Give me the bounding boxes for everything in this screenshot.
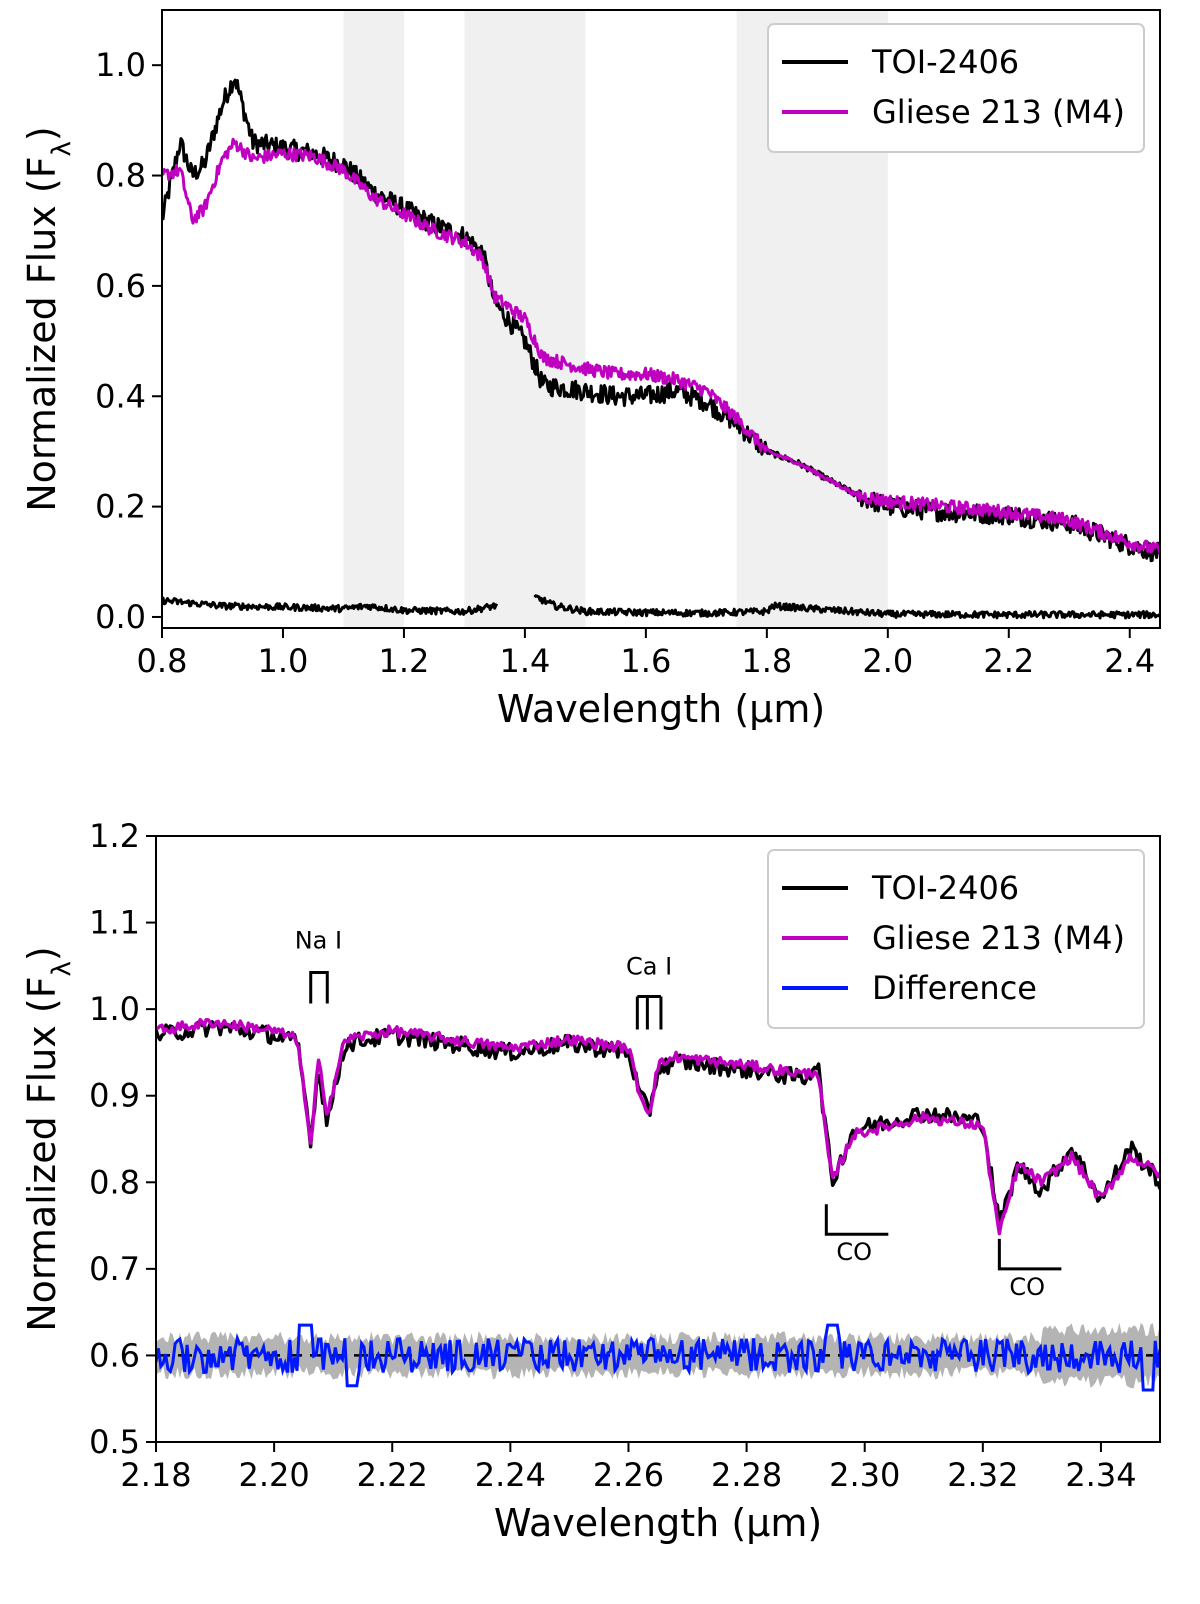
y-tick-label: 1.0 <box>89 990 140 1028</box>
panel-top: 0.8 1.0 1.2 1.4 1.6 1.8 2.0 2.2 2.4 0.0 0.2 0.4 0.6 0… <box>20 9 1161 731</box>
x-tick-label: 2.22 <box>357 1456 428 1494</box>
axes-frame <box>155 835 1161 1443</box>
annotation-label: Na I <box>295 927 342 955</box>
x-tick-label: 2.26 <box>593 1456 664 1494</box>
line-marker-na <box>309 971 329 1004</box>
series-gliese-213-m4 <box>156 1017 1160 1236</box>
series-toi-2406-uncertainty <box>162 596 499 616</box>
legend-box <box>767 23 1145 153</box>
y-tick-label: 0.9 <box>89 1077 140 1115</box>
x-tick-label: 1.0 <box>258 642 309 680</box>
plot-area-bottom <box>156 1017 1160 1392</box>
x-tick-label: 2.32 <box>947 1456 1018 1494</box>
x-tick-label: 2.18 <box>120 1456 191 1494</box>
x-axis-label: Wavelength (μm) <box>497 687 825 731</box>
x-tick-label: 2.24 <box>475 1456 546 1494</box>
y-tick-label: 0.8 <box>89 1163 140 1201</box>
series-gliese-213-m4 <box>162 137 1160 555</box>
shaded-band <box>464 10 586 628</box>
y-axis-label-close: ) <box>20 946 64 961</box>
x-tick-label: 2.34 <box>1065 1456 1136 1494</box>
y-tick-label: 0.5 <box>89 1423 140 1461</box>
legend-entry: TOI-2406 <box>871 43 1019 81</box>
annotation-label: CO <box>836 1238 872 1266</box>
y-axis-label-sub: λ <box>47 961 77 976</box>
x-tick-label: 2.20 <box>238 1456 309 1494</box>
legend-entry: TOI-2406 <box>871 869 1019 907</box>
y-axis-label-main: Normalized Flux (F <box>20 156 64 511</box>
y-tick-label: 0.2 <box>95 488 146 526</box>
y-axis-label-sub: λ <box>47 141 77 156</box>
axes-frame <box>161 9 1161 629</box>
y-tick-label: 1.2 <box>89 817 140 855</box>
legend-entry: Gliese 213 (M4) <box>872 919 1125 957</box>
y-tick-label: 0.7 <box>89 1250 140 1288</box>
shaded-band <box>343 10 404 628</box>
x-tick-label: 2.28 <box>711 1456 782 1494</box>
x-tick-label: 2.4 <box>1104 642 1155 680</box>
bandhead-marker-co <box>997 1238 1062 1271</box>
y-tick-label: 0.6 <box>95 267 146 305</box>
x-tick-label: 2.2 <box>983 642 1034 680</box>
legend-box <box>767 849 1145 1029</box>
x-axis-label: Wavelength (μm) <box>494 1501 822 1545</box>
x-tick-label: 2.30 <box>829 1456 900 1494</box>
bandhead-marker-co <box>824 1204 889 1236</box>
panel-bottom: 2.18 2.20 2.22 2.24 2.26 2.28 2.30 2.32 2.34 0.5 0… <box>20 817 1161 1545</box>
series-toi-2406-uncertainty <box>533 593 1160 620</box>
plot-area-top <box>162 10 1160 628</box>
legend-entry: Gliese 213 (M4) <box>872 93 1125 131</box>
legend-entry: Difference <box>872 969 1037 1007</box>
x-tick-label: 0.8 <box>137 642 188 680</box>
y-axis-label: Normalized Flux (Fλ) <box>20 946 77 1332</box>
x-tick-label: 1.6 <box>620 642 671 680</box>
y-axis-label-main: Normalized Flux (F <box>20 976 64 1331</box>
x-tick-label: 1.2 <box>378 642 429 680</box>
x-tick-label: 1.4 <box>499 642 550 680</box>
x-tick-label: 1.8 <box>741 642 792 680</box>
x-tick-label: 2.0 <box>862 642 913 680</box>
annotation-label: CO <box>1009 1273 1045 1301</box>
series-difference <box>156 1323 1160 1392</box>
y-tick-label: 0.6 <box>89 1336 140 1374</box>
y-tick-label: 1.1 <box>89 904 140 942</box>
annotation-label: Ca I <box>626 953 672 981</box>
y-tick-label: 0.0 <box>95 598 146 636</box>
y-axis-label: Normalized Flux (Fλ) <box>20 126 77 512</box>
y-tick-label: 1.0 <box>95 46 146 84</box>
y-tick-label: 0.4 <box>95 377 146 415</box>
y-axis-label-close: ) <box>20 126 64 141</box>
y-tick-label: 0.8 <box>95 157 146 195</box>
